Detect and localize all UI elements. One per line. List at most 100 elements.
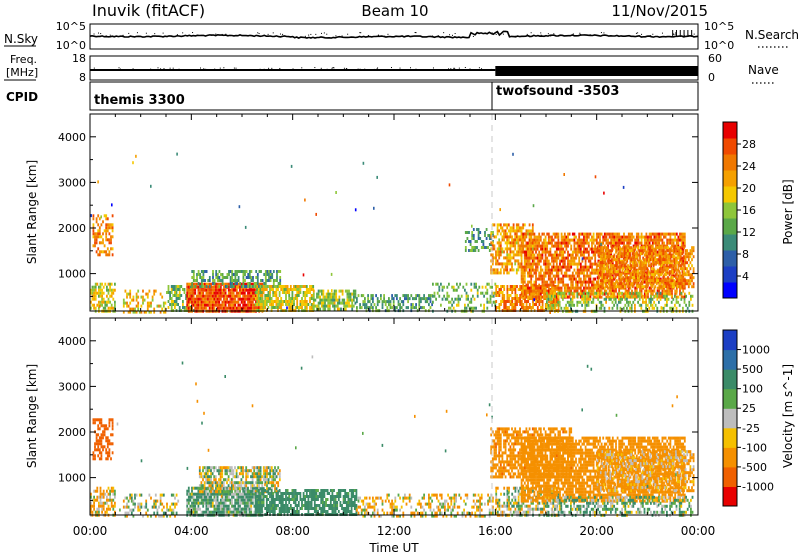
scatter-cell: [426, 300, 429, 304]
scatter-cell: [530, 253, 533, 257]
scatter-cell: [142, 295, 144, 299]
scatter-cell: [227, 291, 230, 295]
scatter-cell: [146, 304, 149, 308]
scatter-cell: [511, 306, 514, 309]
scatter-cell: [607, 249, 610, 253]
scatter-cell: [586, 274, 589, 278]
scatter-cell: [429, 300, 432, 304]
scatter-cell: [632, 300, 635, 304]
scatter-cell: [544, 256, 547, 260]
scatter-cell: [651, 297, 654, 301]
scatter-cell: [227, 282, 230, 286]
scatter-cell: [603, 264, 605, 268]
scatter-cell: [126, 304, 128, 308]
scatter-cell: [546, 268, 549, 272]
scatter-cell: [498, 253, 501, 257]
scatter-cell: [689, 267, 692, 271]
scatter-cell: [231, 291, 233, 295]
scatter-cell: [578, 232, 581, 236]
scatter-cell: [601, 249, 604, 253]
scatter-cell: [496, 268, 499, 272]
scatter-cell: [579, 268, 582, 272]
scatter-cell: [591, 244, 593, 248]
scatter-cell: [621, 259, 624, 263]
scatter-cell: [592, 292, 595, 296]
scatter-cell: [570, 256, 573, 260]
scatter-cell: [484, 231, 486, 234]
scatter-cell: [629, 232, 632, 236]
scatter-cell: [651, 273, 653, 277]
scatter-cell: [301, 297, 303, 300]
scatter-cell: [573, 292, 576, 296]
scatter-cell: [253, 285, 256, 288]
scatter-cell: [178, 285, 181, 288]
scatter-cell: [297, 294, 300, 297]
scatter-cell: [248, 291, 251, 295]
scatter-cell: [472, 249, 475, 252]
scatter-cell: [327, 304, 330, 308]
scatter-cell: [336, 304, 339, 308]
scatter-cell: [440, 282, 442, 286]
scatter-cell: [583, 280, 585, 284]
scatter-cell: [275, 303, 278, 306]
nsearch-dot: [415, 32, 417, 34]
scatter-cell: [278, 291, 281, 294]
scatter-cell: [196, 279, 198, 282]
scatter-cell: [579, 283, 582, 287]
scatter-cell: [509, 247, 512, 251]
scatter-cell: [196, 273, 198, 276]
scatter-cell: [576, 271, 579, 275]
scatter-cell: [664, 244, 667, 248]
scatter-cell: [611, 267, 613, 271]
scatter-cell: [288, 303, 291, 306]
scatter-cell: [517, 259, 520, 263]
scatter-cell: [289, 303, 292, 306]
scatter-cell: [205, 285, 208, 288]
scatter-cell: [584, 265, 587, 269]
scatter-cell: [579, 271, 582, 275]
scatter-cell: [267, 297, 270, 300]
scatter-cell: [635, 250, 638, 254]
scatter-cell: [501, 294, 504, 297]
scatter-cell: [462, 285, 465, 289]
scatter-cell: [527, 265, 529, 269]
scatter-cell: [97, 247, 100, 251]
scatter-cell: [229, 291, 232, 295]
scatter-cell: [565, 303, 567, 307]
scatter-cell: [106, 303, 108, 307]
nsearch-dot: [359, 32, 361, 34]
scatter-cell: [525, 265, 528, 269]
scatter-cell: [370, 294, 373, 298]
scatter-cell: [560, 238, 563, 242]
scatter-cell: [539, 295, 542, 299]
scatter-cell: [651, 289, 654, 293]
nave-dot: [157, 67, 159, 69]
nsearch-dot: [407, 35, 409, 37]
scatter-cell: [605, 235, 608, 239]
scatter-cell: [444, 297, 447, 301]
scatter-cell: [110, 288, 113, 292]
scatter-cell: [199, 291, 201, 295]
scatter-cell: [433, 291, 436, 295]
scatter-cell: [659, 232, 662, 236]
scatter-cell: [680, 291, 683, 295]
scatter-cell: [199, 273, 202, 276]
scatter-cell: [678, 261, 681, 265]
scatter-cell: [622, 252, 625, 256]
nsearch-dot: [547, 33, 549, 35]
scatter-cell: [552, 280, 555, 284]
scatter-cell: [309, 285, 311, 288]
scatter-cell: [507, 223, 510, 227]
scatter-cell: [486, 282, 489, 286]
scatter-cell: [522, 292, 525, 296]
scatter-cell: [486, 288, 489, 292]
scatter-cell: [196, 276, 198, 279]
scatter-cell: [98, 304, 101, 308]
scatter-cell: [126, 292, 128, 296]
scatter-cell: [612, 267, 615, 271]
scatter-cell: [170, 300, 173, 303]
scatter-cell: [565, 235, 568, 239]
scatter-cell: [508, 300, 510, 303]
scatter-cell: [428, 294, 430, 298]
scatter-cell: [506, 285, 509, 288]
